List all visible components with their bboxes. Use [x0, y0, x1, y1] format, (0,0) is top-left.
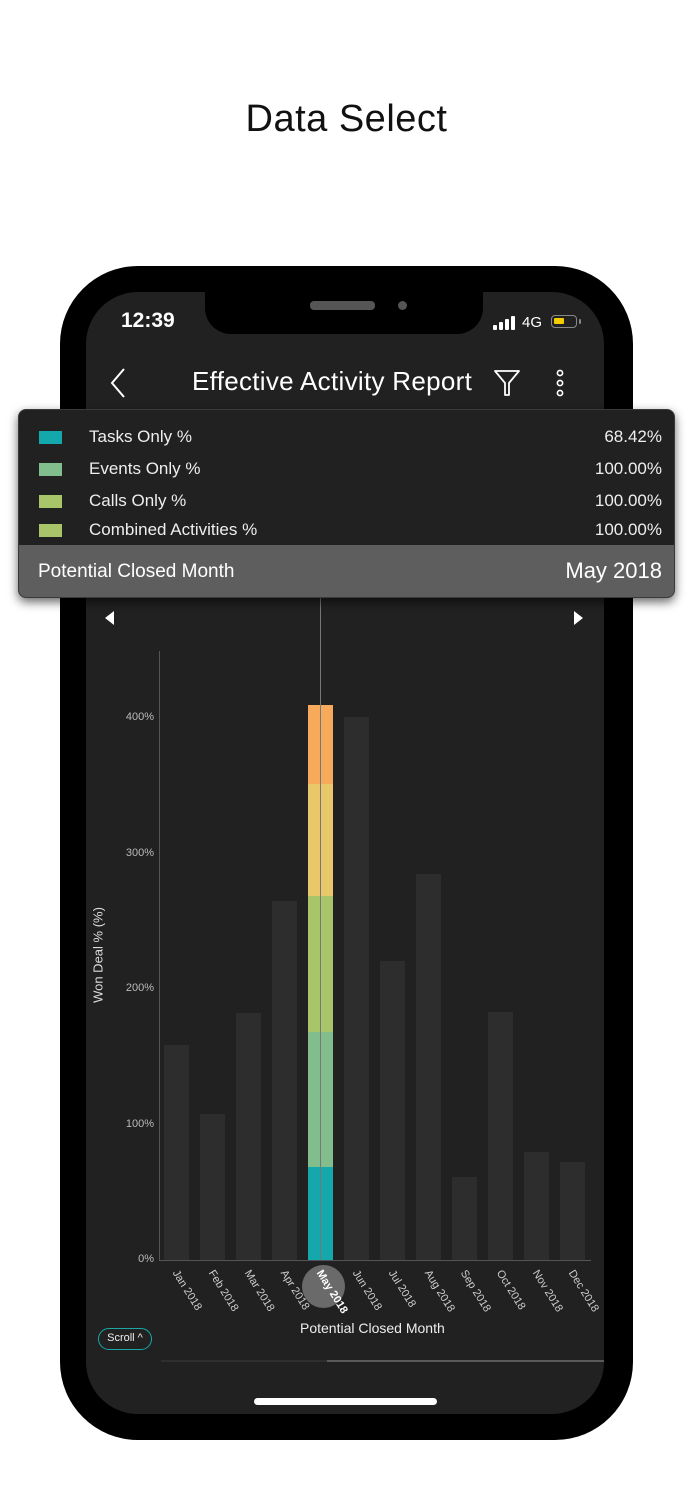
chart-bar[interactable] [272, 900, 297, 1260]
y-tick-label: 400% [125, 711, 154, 723]
tooltip-row-combined: Combined Activities % 100.00% [19, 520, 674, 544]
chart-bar[interactable] [416, 873, 441, 1260]
status-time: 12:39 [121, 309, 175, 332]
crosshair-line [320, 598, 321, 1260]
tooltip-value: 100.00% [594, 459, 662, 478]
filter-icon [494, 370, 520, 396]
chevron-left-icon [110, 368, 125, 398]
y-tick-label: 300% [125, 846, 154, 859]
camera [398, 301, 407, 310]
x-axis-title: Potential Closed Month [300, 1320, 445, 1336]
tooltip-footer: Potential Closed Month May 2018 [19, 545, 674, 597]
tooltip-label: Events Only % [89, 459, 201, 478]
legend-swatch [39, 463, 62, 476]
y-axis-title: Won Deal % (%) [90, 907, 106, 1003]
chart-scrollbar[interactable] [161, 1360, 604, 1362]
legend-swatch [39, 431, 62, 444]
filter-button[interactable] [493, 368, 521, 398]
tooltip-label: Calls Only % [89, 491, 187, 510]
chart-bar[interactable] [236, 1013, 261, 1260]
chart-bar[interactable] [164, 1044, 189, 1260]
y-tick-label: 0% [138, 1253, 154, 1265]
tooltip-value: 100.00% [594, 491, 662, 510]
next-page-button[interactable] [574, 611, 583, 625]
tooltip-label: Combined Activities % [89, 520, 258, 539]
legend-swatch [39, 495, 62, 508]
scrollbar-thumb[interactable] [327, 1360, 604, 1362]
legend-swatch [39, 524, 62, 537]
tooltip-row-calls: Calls Only % 100.00% [19, 491, 674, 515]
more-vertical-icon [556, 369, 564, 397]
y-tick-label: 200% [125, 982, 154, 994]
back-button[interactable] [108, 366, 130, 400]
more-button[interactable] [553, 369, 567, 397]
page-title: Effective Activity Report [192, 366, 473, 396]
chart-bar[interactable] [200, 1113, 225, 1260]
chart-bar[interactable] [560, 1162, 585, 1260]
y-axis [159, 651, 160, 1261]
tooltip-row-events: Events Only % 100.00% [19, 459, 674, 483]
chart-bar[interactable] [524, 1151, 549, 1260]
chart-bar[interactable] [344, 716, 369, 1260]
tooltip-footer-label: Potential Closed Month [38, 561, 235, 582]
selected-month-indicator [302, 1265, 345, 1308]
notch [205, 292, 483, 334]
speaker [310, 301, 375, 310]
promo-title: Data Select [245, 98, 448, 140]
network-type: 4G [522, 314, 543, 331]
prev-page-button[interactable] [105, 611, 114, 625]
signal-icon [493, 316, 515, 330]
chart-bar[interactable] [452, 1177, 477, 1260]
y-tick-label: 100% [125, 1117, 154, 1130]
tooltip-value: 68.42% [604, 427, 662, 446]
tooltip-row-tasks: Tasks Only % 68.42% [19, 427, 674, 451]
home-indicator[interactable] [254, 1398, 437, 1405]
tooltip-footer-value: May 2018 [565, 558, 662, 583]
x-axis [159, 1260, 591, 1261]
chart-bar[interactable] [380, 960, 405, 1260]
tooltip-label: Tasks Only % [89, 427, 192, 446]
tooltip-value: 100.00% [594, 520, 662, 539]
battery-icon [551, 315, 581, 328]
data-tooltip: Tasks Only % 68.42% Events Only % 100.00… [18, 409, 675, 598]
chart-bar[interactable] [488, 1012, 513, 1260]
scroll-button[interactable]: Scroll ^ [98, 1328, 152, 1350]
